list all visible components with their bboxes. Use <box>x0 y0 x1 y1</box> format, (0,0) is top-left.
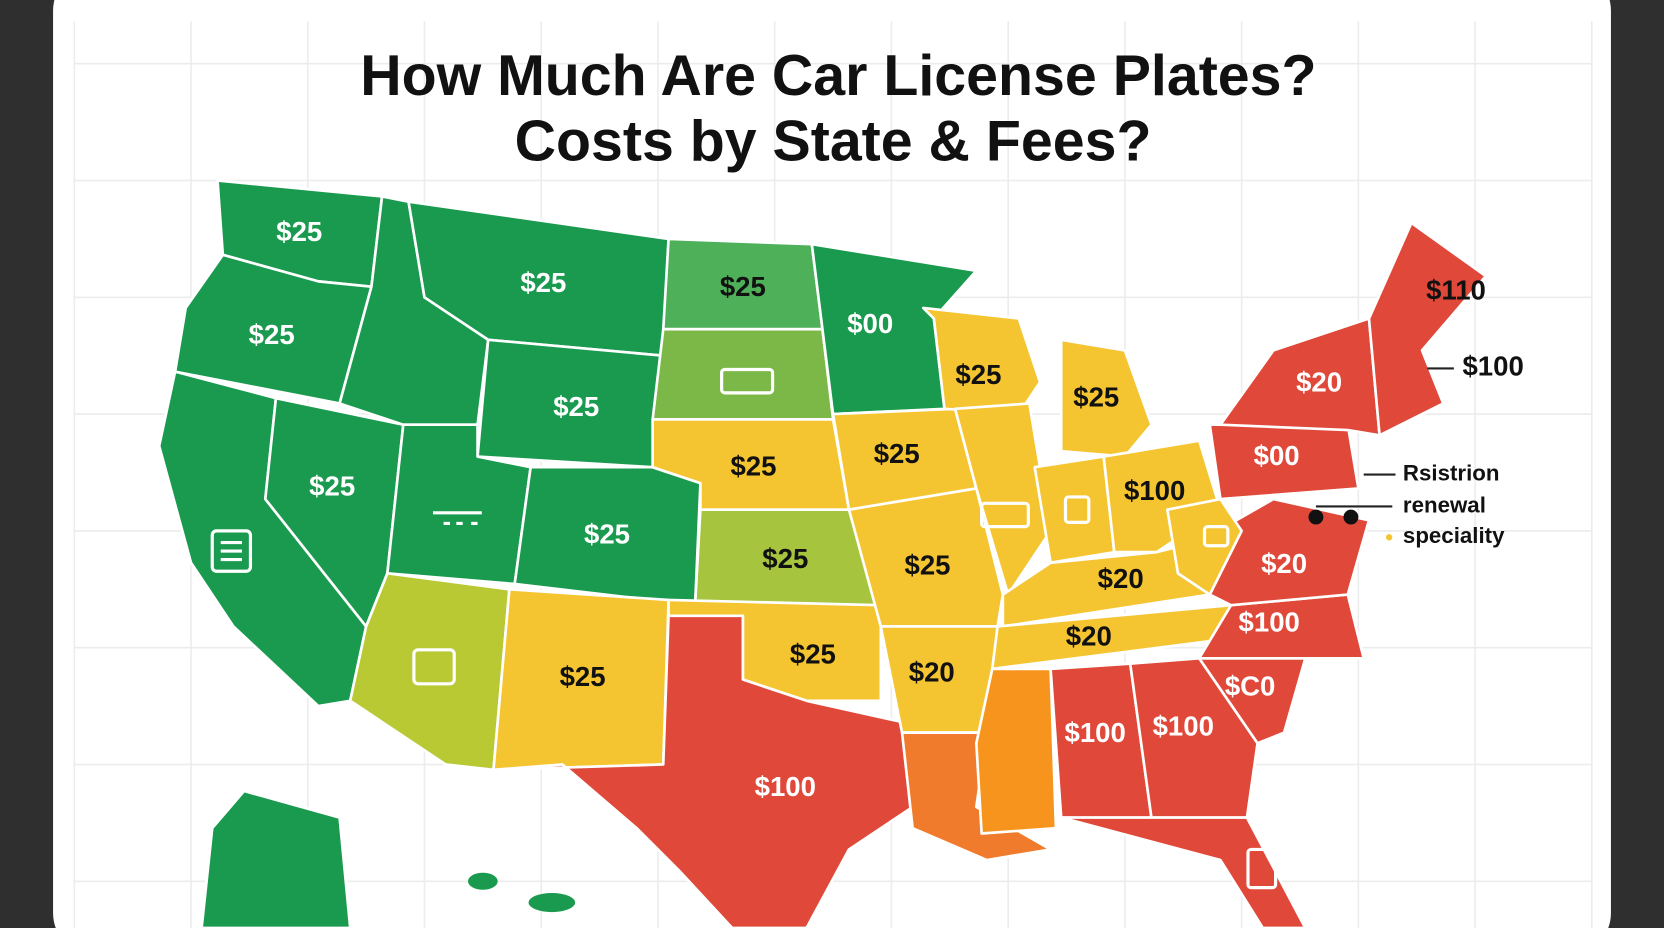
title: Costs by State & Fees? <box>515 110 1152 174</box>
state-label: $25 <box>249 319 295 350</box>
legend-label: Rsistrion <box>1403 461 1500 486</box>
icons <box>210 367 1278 890</box>
leader-lines <box>1315 367 1454 508</box>
state-label: $25 <box>553 391 599 422</box>
state-label: $25 <box>762 543 808 574</box>
state-label: $20 <box>1296 367 1342 398</box>
state-label: $100 <box>755 771 816 802</box>
legend-label: speciality <box>1403 523 1505 548</box>
state-label: $25 <box>790 638 836 669</box>
state-label: $100 <box>1239 607 1300 638</box>
state-label: $00 <box>847 308 893 339</box>
state-label: $25 <box>309 471 355 502</box>
title: How Much Are Car License Plates? <box>360 44 1316 108</box>
state-label: $25 <box>905 549 951 580</box>
state-label: $20 <box>1066 620 1112 651</box>
legend: Rsistrion renewal speciality <box>1403 461 1505 549</box>
state-label: $100 <box>1065 717 1126 748</box>
state-labels: $25 $25 $25 $00 $110 $25 $25 $25 $25 $20 $100 $25 $2… <box>249 216 1524 802</box>
state-label: $25 <box>1073 382 1119 413</box>
state-label: $100 <box>1462 351 1523 382</box>
marker <box>1343 509 1359 525</box>
marker <box>1385 534 1393 541</box>
state-label: $20 <box>909 657 955 688</box>
state-label: $25 <box>874 438 920 469</box>
marker <box>1308 509 1324 525</box>
state-label: $25 <box>720 271 766 302</box>
state-label: $110 <box>1426 274 1486 305</box>
state-label: $25 <box>560 661 606 692</box>
state-label: $25 <box>730 451 776 482</box>
state-label: $20 <box>1261 548 1307 579</box>
state-label: $25 <box>584 518 630 549</box>
state-label: $C0 <box>1225 670 1276 701</box>
legend-label: renewal <box>1403 492 1486 517</box>
state-label: $25 <box>276 216 322 247</box>
us-map <box>157 179 1488 928</box>
state-label: $100 <box>1153 711 1214 742</box>
state-label: $25 <box>955 359 1001 390</box>
state-label: $100 <box>1124 475 1185 506</box>
state-label: $00 <box>1254 440 1300 471</box>
state-label: $20 <box>1098 563 1144 594</box>
state-label: $25 <box>520 267 566 298</box>
